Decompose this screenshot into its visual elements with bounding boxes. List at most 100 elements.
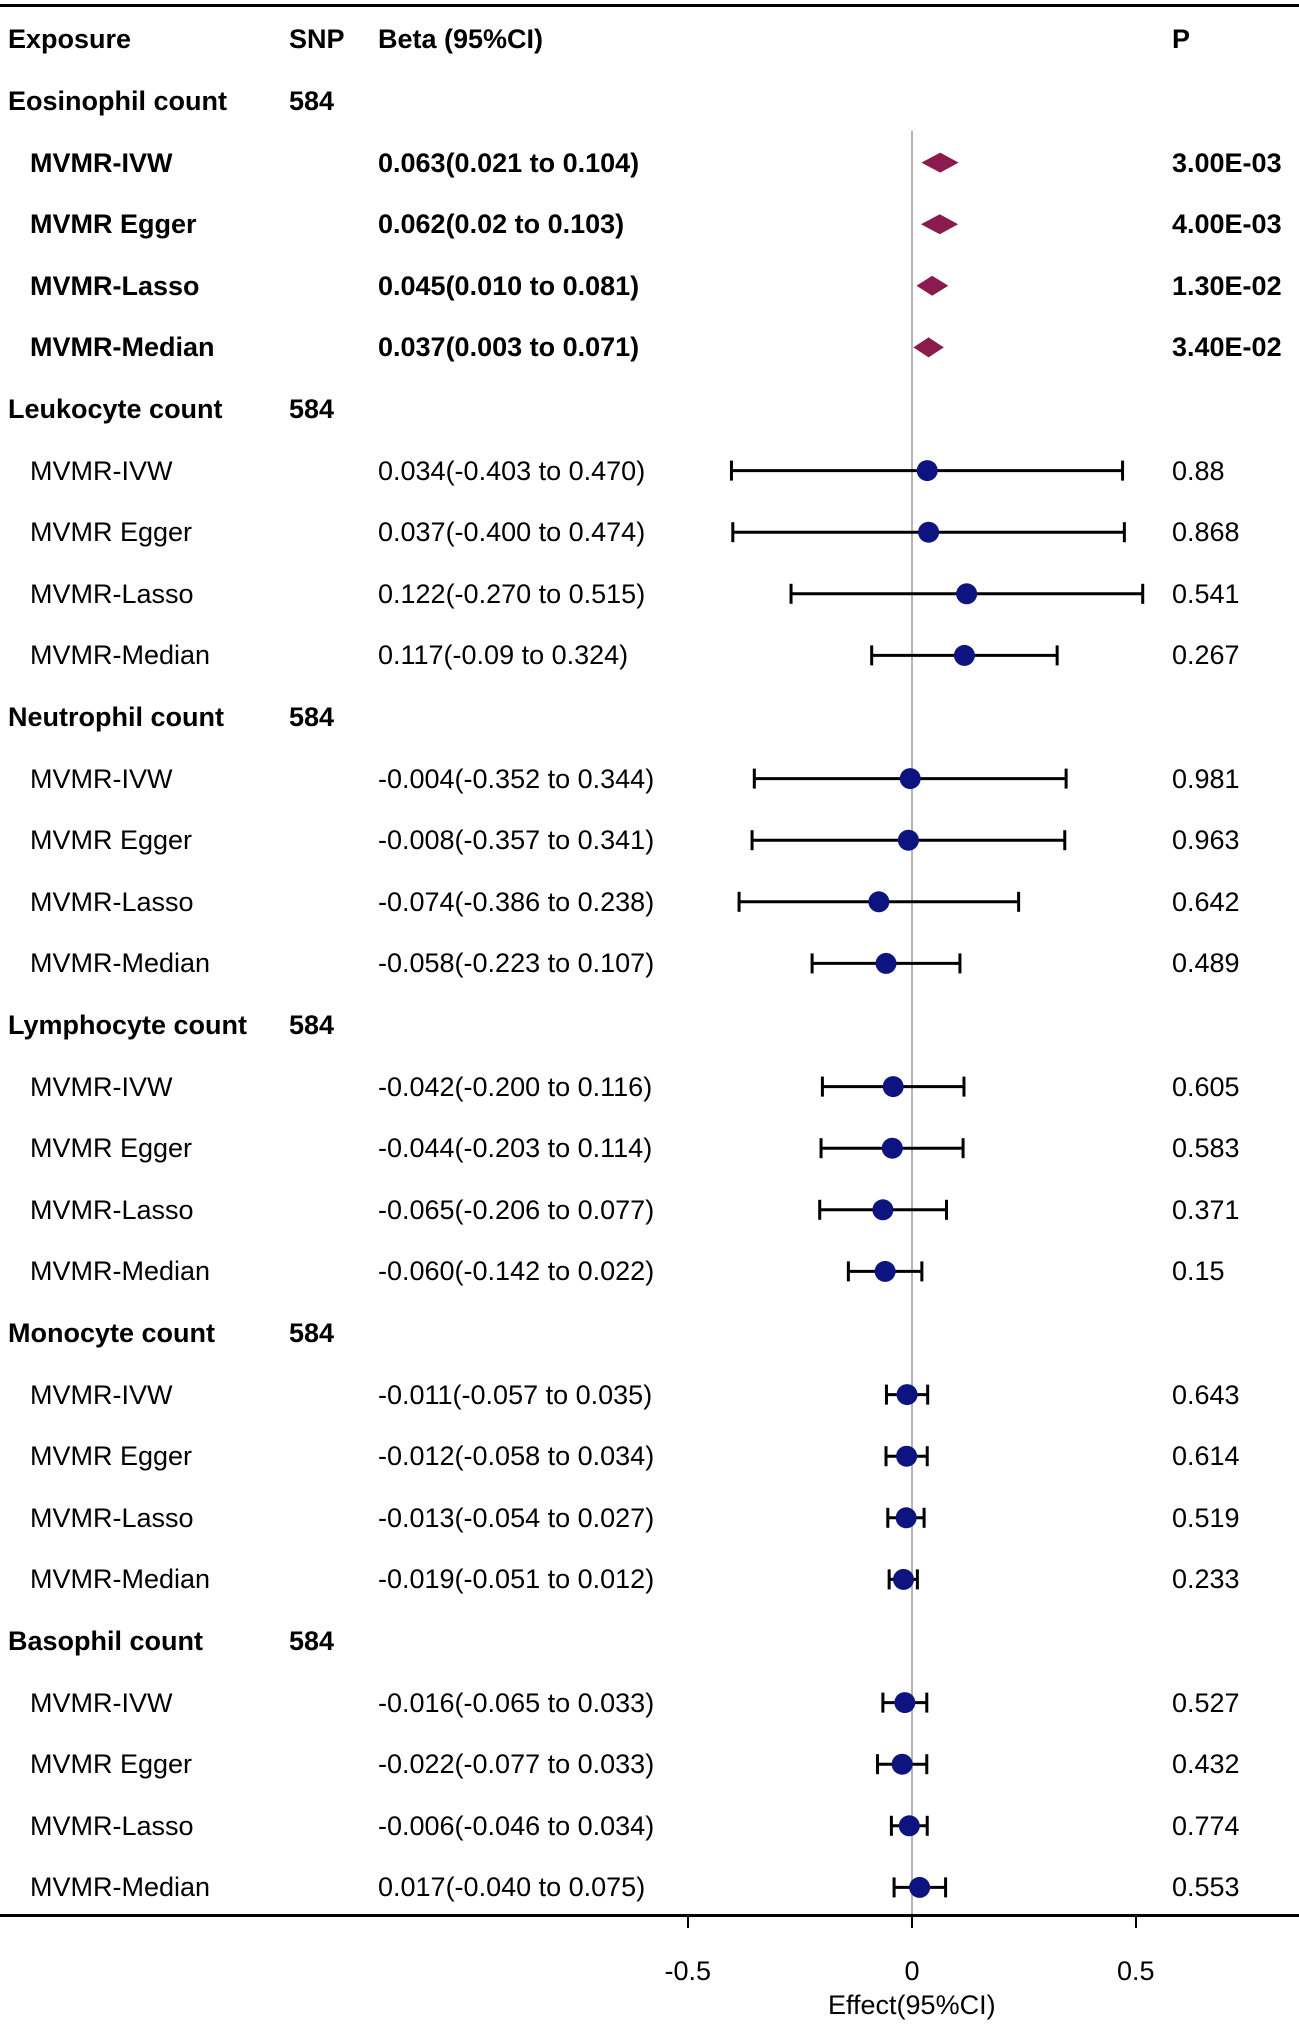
row-method: MVMR-Lasso: [30, 1502, 194, 1533]
estimate-point: [918, 521, 940, 543]
row-p-value: 0.774: [1172, 1810, 1240, 1841]
estimate-point: [874, 1260, 896, 1282]
row-beta-ci: -0.019(-0.051 to 0.012): [378, 1564, 655, 1595]
estimate-point: [916, 460, 938, 482]
row-p-value: 1.30E-02: [1172, 270, 1282, 301]
group-snp: 584: [289, 394, 335, 424]
row-method: MVMR-Lasso: [30, 886, 194, 917]
row-method: MVMR-Lasso: [30, 1194, 194, 1225]
row-beta-ci: 0.037(0.003 to 0.071): [378, 332, 640, 363]
row-method: MVMR Egger: [30, 1441, 193, 1472]
x-axis-label: Effect(95%CI): [828, 1990, 996, 2020]
row-p-value: 0.519: [1172, 1502, 1240, 1533]
row-method: MVMR-Median: [30, 640, 211, 671]
estimate-diamond: [913, 337, 944, 358]
row-beta-ci: -0.016(-0.065 to 0.033): [378, 1687, 655, 1718]
row-beta-ci: -0.012(-0.058 to 0.034): [378, 1441, 655, 1472]
group-snp: 584: [289, 1626, 335, 1656]
row-beta-ci: 0.017(-0.040 to 0.075): [378, 1872, 646, 1903]
estimate-point: [909, 1876, 931, 1898]
row-beta-ci: -0.008(-0.357 to 0.341): [378, 825, 655, 856]
group-name: Monocyte count: [8, 1318, 215, 1348]
row-method: MVMR-IVW: [30, 763, 173, 794]
row-method: MVMR-IVW: [30, 147, 173, 178]
row-method: MVMR Egger: [30, 517, 193, 548]
row-p-value: 3.40E-02: [1172, 332, 1282, 363]
row-beta-ci: 0.034(-0.403 to 0.470): [378, 455, 646, 486]
estimate-point: [891, 1753, 913, 1775]
group-snp: 584: [289, 1010, 335, 1040]
row-beta-ci: 0.063(0.021 to 0.104): [378, 147, 640, 178]
estimate-point: [896, 1384, 918, 1406]
row-beta-ci: -0.006(-0.046 to 0.034): [378, 1810, 655, 1841]
group-name: Lymphocyte count: [8, 1010, 248, 1040]
row-p-value: 0.527: [1172, 1687, 1240, 1718]
estimate-point: [882, 1076, 904, 1098]
row-p-value: 0.88: [1172, 455, 1225, 486]
row-beta-ci: -0.044(-0.203 to 0.114): [378, 1133, 653, 1164]
row-beta-ci: 0.062(0.02 to 0.103): [378, 209, 625, 240]
row-p-value: 0.541: [1172, 578, 1240, 609]
group-name: Leukocyte count: [8, 394, 223, 424]
bottom-rule: [0, 1914, 1299, 1917]
row-p-value: 0.642: [1172, 886, 1240, 917]
row-p-value: 0.371: [1172, 1194, 1240, 1225]
header-p: P: [1172, 24, 1191, 54]
row-beta-ci: 0.122(-0.270 to 0.515): [378, 578, 646, 609]
row-method: MVMR Egger: [30, 1133, 193, 1164]
row-method: MVMR Egger: [30, 1749, 193, 1780]
row-p-value: 0.868: [1172, 517, 1240, 548]
row-beta-ci: -0.074(-0.386 to 0.238): [378, 886, 655, 917]
row-p-value: 4.00E-03: [1172, 209, 1282, 240]
group-name: Eosinophil count: [8, 86, 227, 116]
estimate-diamond: [920, 214, 959, 235]
row-p-value: 0.267: [1172, 640, 1240, 671]
row-beta-ci: -0.013(-0.054 to 0.027): [378, 1502, 655, 1533]
row-p-value: 0.15: [1172, 1256, 1225, 1287]
estimate-point: [897, 829, 919, 851]
row-beta-ci: -0.042(-0.200 to 0.116): [378, 1071, 653, 1102]
estimate-point: [956, 583, 978, 605]
row-beta-ci: -0.060(-0.142 to 0.022): [378, 1256, 655, 1287]
row-beta-ci: -0.022(-0.077 to 0.033): [378, 1749, 655, 1780]
row-method: MVMR Egger: [30, 209, 197, 240]
estimate-diamond: [916, 275, 949, 296]
estimate-point: [895, 1507, 917, 1529]
row-method: MVMR-IVW: [30, 455, 173, 486]
row-method: MVMR-IVW: [30, 1687, 173, 1718]
estimate-point: [881, 1137, 903, 1159]
x-tick-label: 0: [904, 1956, 920, 1986]
estimate-point: [892, 1568, 914, 1590]
row-p-value: 0.233: [1172, 1564, 1240, 1595]
estimate-point: [899, 768, 921, 790]
row-beta-ci: 0.117(-0.09 to 0.324): [378, 640, 629, 671]
x-tick-label: -0.5: [664, 1956, 712, 1986]
row-beta-ci: -0.058(-0.223 to 0.107): [378, 948, 655, 979]
row-method: MVMR-Median: [30, 1872, 211, 1903]
group-snp: 584: [289, 86, 335, 116]
row-method: MVMR-IVW: [30, 1071, 173, 1102]
row-method: MVMR-Median: [30, 1564, 211, 1595]
group-name: Neutrophil count: [8, 702, 224, 732]
row-p-value: 0.583: [1172, 1133, 1240, 1164]
row-method: MVMR-Median: [30, 948, 211, 979]
top-rule: [0, 4, 1299, 7]
estimate-point: [875, 952, 897, 974]
header-exposure: Exposure: [8, 24, 132, 54]
row-method: MVMR Egger: [30, 825, 193, 856]
estimate-point: [872, 1199, 894, 1221]
row-beta-ci: 0.037(-0.400 to 0.474): [378, 517, 646, 548]
row-p-value: 0.553: [1172, 1872, 1240, 1903]
estimate-point: [894, 1692, 916, 1714]
header-snp: SNP: [289, 24, 345, 54]
group-snp: 584: [289, 702, 335, 732]
group-name: Basophil count: [8, 1626, 203, 1656]
row-method: MVMR-Lasso: [30, 578, 194, 609]
row-beta-ci: -0.004(-0.352 to 0.344): [378, 763, 655, 794]
row-p-value: 0.981: [1172, 763, 1240, 794]
row-p-value: 0.489: [1172, 948, 1240, 979]
row-p-value: 3.00E-03: [1172, 147, 1282, 178]
row-method: MVMR-Lasso: [30, 1810, 194, 1841]
estimate-diamond: [921, 152, 959, 173]
